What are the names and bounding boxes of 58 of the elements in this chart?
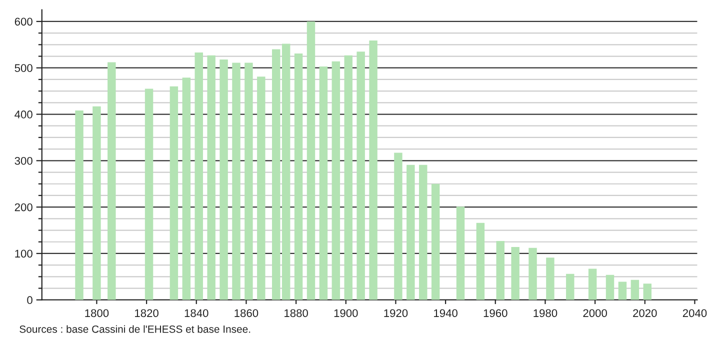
bar	[194, 52, 203, 300]
y-tick-label: 200	[14, 203, 32, 212]
bar	[182, 78, 191, 300]
x-tick-label: 2000	[583, 309, 607, 318]
bar	[369, 40, 378, 300]
x-tick-label: 1980	[534, 309, 558, 318]
x-tick-label: 1960	[484, 309, 508, 318]
bar	[75, 110, 84, 300]
bar	[356, 52, 365, 300]
x-tick-label: 1800	[85, 309, 109, 318]
bar	[606, 274, 614, 300]
bar	[232, 62, 240, 300]
x-tick-label: 1900	[334, 309, 358, 318]
bar	[588, 268, 597, 300]
y-tick-label: 0	[27, 296, 32, 304]
bar	[546, 258, 554, 300]
x-tick-label: 1940	[434, 309, 458, 318]
bar	[630, 280, 640, 300]
bar	[406, 164, 415, 300]
x-tick-label: 2020	[633, 309, 657, 318]
bar	[244, 62, 253, 300]
bar	[566, 274, 574, 300]
bar	[282, 44, 290, 300]
bar	[528, 248, 537, 300]
bar	[108, 62, 116, 300]
bar	[394, 152, 402, 300]
x-tick-label: 2040	[682, 309, 707, 318]
bar	[92, 106, 101, 300]
x-tick-label: 1920	[384, 309, 408, 318]
x-tick-label: 1860	[234, 309, 258, 318]
bar	[144, 88, 154, 300]
y-tick-label: 400	[14, 110, 32, 118]
bar	[207, 55, 216, 300]
bar	[456, 206, 465, 300]
y-tick-label: 100	[15, 250, 32, 258]
bar	[344, 55, 352, 300]
x-tick-label: 1840	[184, 309, 208, 318]
bar	[220, 60, 228, 300]
bar	[319, 66, 328, 300]
bar	[306, 21, 316, 300]
bar	[332, 61, 340, 300]
bar	[170, 86, 178, 300]
bar	[431, 184, 440, 300]
bar	[618, 282, 627, 300]
bar	[257, 76, 266, 300]
y-tick-label: 600	[14, 18, 32, 26]
bar	[294, 53, 303, 300]
source-note: Sources : base Cassini de l'EHESS et base Insee.	[20, 325, 250, 333]
x-tick-label: 1820	[135, 309, 158, 318]
bar	[643, 284, 652, 300]
bar	[476, 222, 485, 300]
bar	[511, 246, 520, 300]
bar	[419, 164, 428, 300]
bar	[272, 49, 280, 300]
x-tick-label: 1880	[284, 309, 308, 318]
bar	[496, 240, 504, 300]
y-tick-label: 500	[14, 64, 32, 72]
y-tick-label: 300	[14, 156, 32, 165]
